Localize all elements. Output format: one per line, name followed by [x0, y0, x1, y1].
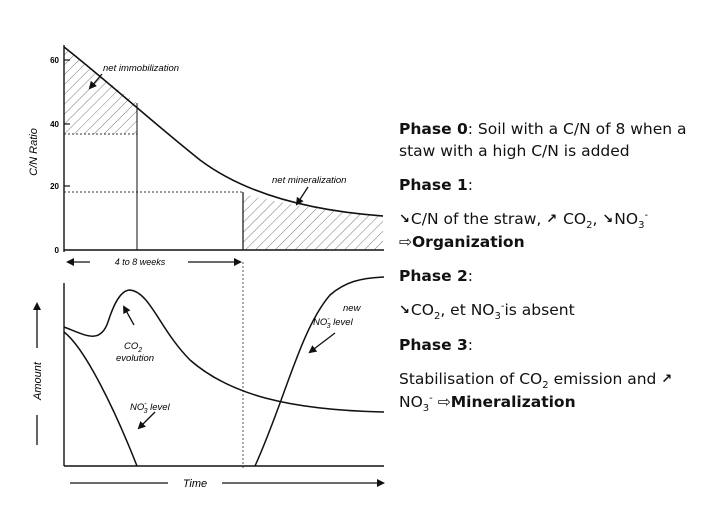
- cn-ratio-curve: [63, 46, 384, 217]
- mineralization-arrow: [295, 186, 309, 206]
- y-tick-0: 0: [55, 246, 60, 255]
- phase-1-title: Phase 1: [399, 176, 468, 194]
- net-mineralization-label: net mineralization: [272, 175, 346, 186]
- phase-1-result: ⇨Organization: [399, 233, 525, 251]
- new-label: new: [343, 303, 362, 314]
- phase-2-text: ↘CO2, et NO3-is absent: [399, 300, 575, 323]
- phase-description-panel: Phase 0: Soil with a C/N of 8 when a sta…: [399, 118, 719, 415]
- immobilization-arrow: [88, 73, 103, 90]
- phase-3-text: Stabilisation of CO2 emission and ↗ NO3- …: [399, 370, 673, 415]
- y-tick-60: 60: [50, 56, 59, 65]
- amount-axis-label: Amount: [32, 361, 44, 401]
- phase-0-text: : Soil with a C/N of 8 when a staw with …: [399, 120, 687, 160]
- decrease-arrow-icon: ↘: [602, 212, 614, 227]
- time-axis-label: Time: [183, 478, 207, 490]
- decrease-arrow-icon: ↘: [399, 303, 410, 318]
- phase-2-heading: Phase 2:: [399, 267, 474, 285]
- no3-arrow: [137, 411, 156, 430]
- decrease-arrow-icon: ↘: [399, 212, 410, 227]
- phase-3-heading: Phase 3:: [399, 336, 474, 354]
- phase-3-title: Phase 3: [399, 336, 468, 354]
- co2-evolution-curve: [63, 289, 385, 413]
- top-y-ticks: [64, 59, 70, 187]
- new-no3-level-curve: [254, 276, 385, 467]
- implies-arrow-icon: ⇨: [437, 393, 451, 411]
- cn-ratio-axis-label: C/N Ratio: [28, 128, 40, 176]
- increase-arrow-icon: ↗: [546, 212, 558, 227]
- phase-1-heading: Phase 1:: [399, 176, 474, 194]
- phase-2-title: Phase 2: [399, 267, 468, 285]
- new-no3-arrow: [308, 332, 336, 354]
- duration-label: 4 to 8 weeks: [115, 257, 166, 267]
- net-immobilization-label: net immobilization: [103, 63, 179, 74]
- implies-arrow-icon: ⇨: [399, 233, 412, 251]
- no3-level-curve: [63, 331, 138, 467]
- y-tick-40: 40: [50, 120, 59, 129]
- no3-level-label: NO-3 level: [130, 401, 171, 415]
- phase-0: Phase 0: Soil with a C/N of 8 when a sta…: [399, 118, 719, 162]
- mineralization-hatch: [243, 194, 383, 250]
- co2-label: CO2: [124, 341, 142, 354]
- increase-arrow-icon: ↗: [661, 372, 673, 387]
- co2-evolution-label: evolution: [116, 353, 154, 364]
- phase-1-text: ↘C/N of the straw, ↗ CO2, ↘NO3-: [399, 209, 649, 232]
- new-no3-level-label: NO-3 level: [313, 316, 354, 330]
- phase-0-title: Phase 0: [399, 120, 468, 138]
- co2-arrow: [123, 305, 135, 326]
- y-tick-20: 20: [50, 182, 59, 191]
- immobilization-hatch: [64, 47, 137, 134]
